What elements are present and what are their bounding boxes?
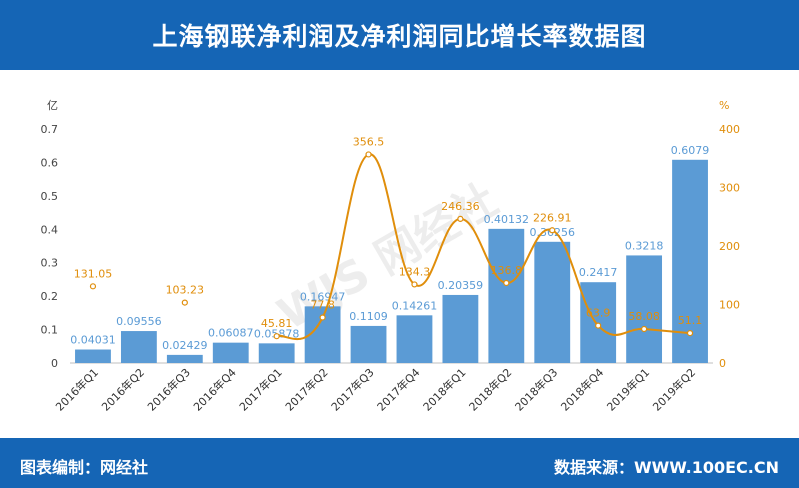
bar [534, 241, 571, 363]
y-left-tick-label: 0.4 [41, 223, 59, 236]
y-right-tick-label: 0 [719, 357, 726, 370]
x-tick-label: 2017年Q2 [282, 365, 331, 414]
bar [672, 159, 708, 363]
y-right-tick-label: 100 [719, 299, 740, 312]
bar-value-label: 0.2417 [579, 266, 618, 279]
y-left-tick-label: 0.6 [41, 156, 59, 169]
bar [488, 228, 525, 363]
line-value-label: 226.91 [533, 211, 572, 224]
line-value-label: 58.08 [628, 310, 660, 323]
line-value-label: 131.05 [74, 267, 113, 280]
line-value-label: 356.5 [353, 135, 385, 148]
bar-value-label: 0.20359 [438, 279, 484, 292]
line-point [595, 322, 602, 329]
x-tick-label: 2016年Q4 [190, 365, 239, 414]
growth-rate-line [276, 153, 691, 341]
bar [396, 315, 433, 363]
y-right-unit: % [719, 99, 729, 112]
y-left-tick-label: 0.7 [41, 123, 59, 136]
x-tick-label: 2019年Q2 [650, 365, 699, 414]
line-point [686, 330, 694, 337]
line-value-label: 63.9 [586, 307, 611, 320]
footer-bar: 图表编制：网经社 数据来源：WWW.100EC.CN [0, 438, 799, 488]
y-left-tick-label: 0.3 [41, 257, 59, 270]
x-tick-label: 2016年Q2 [98, 365, 147, 414]
y-left-tick-label: 0.1 [41, 324, 59, 337]
x-tick-label: 2017年Q3 [328, 365, 377, 414]
bar [212, 342, 249, 363]
bar-value-label: 0.3218 [625, 239, 664, 252]
line-point [181, 299, 188, 306]
y-left-tick-label: 0.5 [41, 190, 59, 203]
x-tick-label: 2018年Q1 [420, 365, 469, 414]
bar-value-label: 0.02429 [162, 339, 208, 352]
bar [626, 255, 663, 363]
line-value-label: 51.1 [678, 314, 703, 327]
y-left-unit: 亿 [47, 99, 58, 112]
x-tick-label: 2018年Q2 [466, 365, 515, 414]
bar [442, 294, 479, 363]
bar-value-label: 0.6079 [671, 144, 710, 157]
bar [258, 343, 295, 363]
line-point [411, 281, 418, 288]
y-left-tick-label: 0.2 [41, 290, 59, 303]
y-right-tick-label: 400 [719, 123, 740, 136]
line-value-label: 134.3 [399, 265, 431, 278]
x-tick-label: 2019年Q1 [604, 365, 653, 414]
line-value-label: 103.23 [166, 284, 205, 297]
bar [120, 331, 157, 363]
line-value-label: 136.8 [491, 264, 523, 277]
y-left-tick-label: 0 [51, 357, 58, 370]
line-point [503, 279, 510, 287]
line-point [319, 314, 326, 321]
bar-value-label: 0.09556 [116, 315, 162, 328]
y-right-tick-label: 300 [719, 182, 740, 195]
line-point [89, 283, 97, 290]
combo-chart: WJS 网经社00.10.20.30.40.50.60.7亿0100200300… [41, 99, 741, 414]
bar [166, 354, 203, 363]
line-point [273, 333, 280, 340]
x-tick-label: 2018年Q3 [512, 365, 561, 414]
bar [350, 325, 387, 363]
line-point [641, 325, 648, 333]
bar-value-label: 0.14261 [392, 299, 438, 312]
bar-value-label: 0.04031 [70, 334, 116, 347]
x-tick-label: 2017年Q1 [236, 365, 285, 414]
line-point [549, 227, 556, 234]
x-tick-label: 2017年Q4 [374, 365, 423, 414]
line-value-label: 77.8 [310, 298, 335, 311]
chart-area: WJS 网经社 0 0.1 0.2 0.3 0.4 0.5 0.6 0.7 亿 0 100 200 300… [0, 70, 799, 438]
footer-credit: 图表编制：网经社 [20, 458, 149, 477]
bar [75, 349, 111, 363]
x-tick-label: 2016年Q3 [144, 365, 193, 414]
x-tick-label: 2016年Q1 [53, 365, 102, 414]
bar-value-label: 0.06087 [208, 327, 254, 340]
bar-value-label: 0.16947 [300, 290, 346, 303]
line-value-label: 45.81 [261, 317, 293, 330]
footer-source: 数据来源：WWW.100EC.CN [553, 458, 779, 477]
page-title: 上海钢联净利润及净利润同比增长率数据图 [152, 22, 647, 51]
bar-value-label: 0.1109 [349, 310, 388, 323]
line-point [365, 151, 372, 158]
line-value-label: 246.36 [441, 200, 480, 213]
y-right-tick-label: 200 [719, 240, 740, 253]
header-bar: 上海钢联净利润及净利润同比增长率数据图 [0, 0, 799, 70]
bar-value-label: 0.40132 [484, 213, 530, 226]
x-tick-label: 2018年Q4 [558, 365, 607, 414]
line-point [457, 215, 464, 222]
